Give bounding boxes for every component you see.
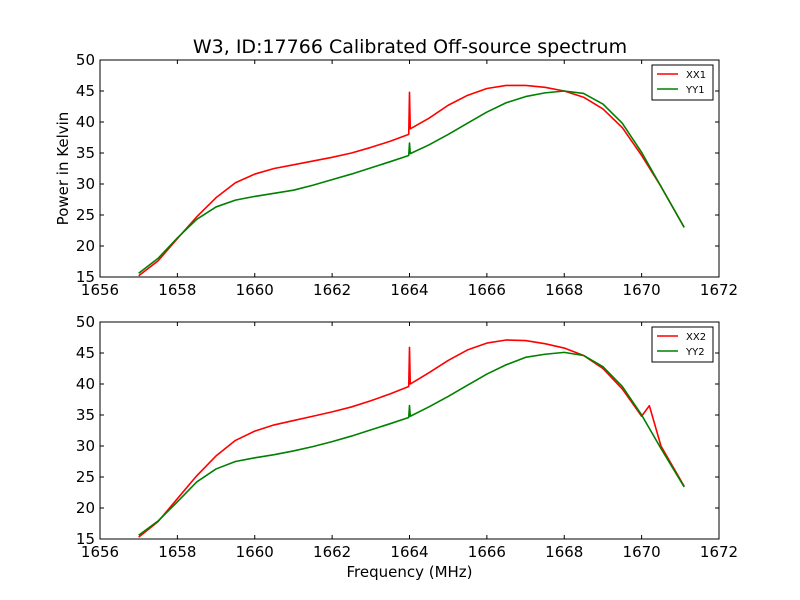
x-tick-label: 1666 bbox=[468, 543, 506, 561]
legend-label-xx1: XX1 bbox=[686, 70, 706, 81]
x-tick-label: 1658 bbox=[158, 281, 196, 299]
subplot-1: 1656 1658 1660 1662 1664 1666 1668 1670 1672 15 20… bbox=[54, 51, 738, 299]
legend-box bbox=[651, 326, 714, 363]
x-tick-label: 1662 bbox=[313, 543, 351, 561]
y-tick-label: 40 bbox=[76, 113, 95, 131]
x-axis-label: Frequency (MHz) bbox=[346, 563, 472, 581]
x-tick-label: 1664 bbox=[390, 281, 428, 299]
y-tick-label: 40 bbox=[76, 375, 95, 393]
x-tick-label: 1672 bbox=[700, 281, 738, 299]
series-line-yy2 bbox=[138, 351, 685, 536]
x-tick-label: 1656 bbox=[81, 543, 119, 561]
y-axis-label: Power in Kelvin bbox=[54, 112, 72, 226]
y-tick-label: 15 bbox=[76, 268, 95, 286]
y-tick-label: 50 bbox=[76, 313, 95, 331]
y-tick-label: 45 bbox=[76, 344, 95, 362]
y-tick-label: 45 bbox=[76, 82, 95, 100]
y-tick-label: 20 bbox=[76, 237, 95, 255]
x-tick-label: 1660 bbox=[236, 281, 274, 299]
x-tick-label: 1672 bbox=[700, 543, 738, 561]
plot-area bbox=[138, 339, 685, 538]
legend-label-yy2: YY2 bbox=[685, 347, 705, 358]
y-tick-label: 30 bbox=[76, 175, 95, 193]
x-tick-label: 1670 bbox=[623, 543, 661, 561]
plot-area bbox=[138, 84, 685, 277]
x-tick-label: 1664 bbox=[390, 543, 428, 561]
x-tick-label: 1656 bbox=[81, 281, 119, 299]
y-tick-label: 30 bbox=[76, 437, 95, 455]
x-tick-label: 1666 bbox=[468, 281, 506, 299]
y-tick-label: 35 bbox=[76, 406, 95, 424]
y-tick-label: 15 bbox=[76, 530, 95, 548]
y-tick-label: 20 bbox=[76, 499, 95, 517]
series-line-yy1 bbox=[138, 90, 685, 274]
series-line-xx2 bbox=[138, 339, 685, 538]
x-tick-label: 1658 bbox=[158, 543, 196, 561]
legend-box bbox=[651, 64, 714, 101]
x-tick-label: 1668 bbox=[545, 281, 583, 299]
x-tick-label: 1668 bbox=[545, 543, 583, 561]
x-tick-label: 1670 bbox=[623, 281, 661, 299]
series-line-xx1 bbox=[138, 84, 685, 277]
chart-title: W3, ID:17766 Calibrated Off-source spect… bbox=[193, 36, 627, 58]
legend-label-xx2: XX2 bbox=[686, 332, 706, 343]
x-tick-label: 1660 bbox=[236, 543, 274, 561]
legend-label-yy1: YY1 bbox=[685, 85, 705, 96]
y-tick-label: 50 bbox=[76, 51, 95, 69]
y-tick-label: 35 bbox=[76, 144, 95, 162]
subplot-2: 1656 1658 1660 1662 1664 1666 1668 1670 1672 15 20… bbox=[76, 313, 738, 581]
y-tick-label: 25 bbox=[76, 468, 95, 486]
x-tick-label: 1662 bbox=[313, 281, 351, 299]
y-tick-label: 25 bbox=[76, 206, 95, 224]
